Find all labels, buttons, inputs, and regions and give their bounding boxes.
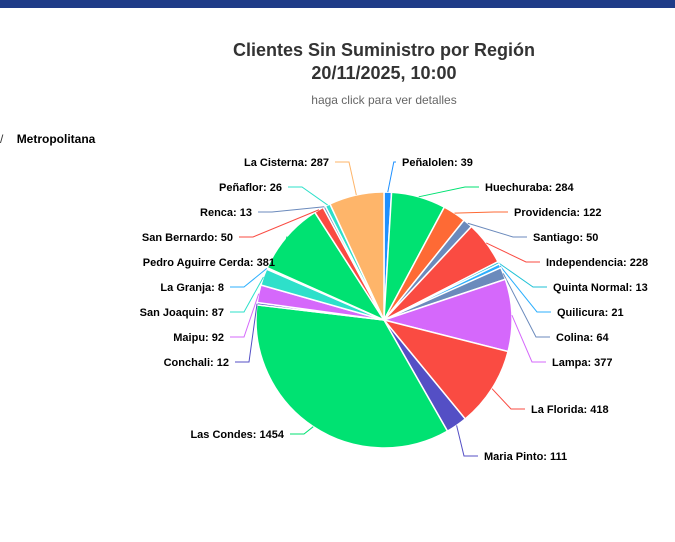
data-label-quinta-normal: Quinta Normal: 13 [553, 282, 648, 294]
top-navigation-bar [0, 0, 675, 8]
data-label-la-granja: La Granja: 8 [160, 282, 224, 294]
breadcrumb: / Metropolitana [0, 132, 95, 146]
chart-title: Clientes Sin Suministro por Región [232, 40, 536, 60]
data-label-lampa: Lampa: 377 [552, 357, 613, 369]
breadcrumb-separator: / [0, 132, 4, 146]
breadcrumb-current[interactable]: Metropolitana [16, 132, 96, 146]
data-label-la-florida: La Florida: 418 [531, 404, 609, 416]
pie-slice-la-florida[interactable] [381, 318, 509, 420]
data-label-la-cisterna: La Cisterna: 287 [244, 157, 329, 169]
connector-la-granja [230, 268, 268, 288]
connector-huechuraba [418, 186, 479, 198]
data-label-providencia: Providencia: 122 [514, 207, 601, 219]
data-label-pedro-aguirre-cerda: Pedro Aguirre Cerda: 381 [143, 257, 275, 269]
data-label-las-condes: Las Condes: 1454 [190, 429, 284, 441]
data-label-san-bernardo: San Bernardo: 50 [142, 232, 233, 244]
connector-penalolen [387, 161, 396, 193]
data-label-huechuraba: Huechuraba: 284 [485, 182, 575, 194]
data-label-penaflor: Peñaflor: 26 [219, 182, 282, 194]
data-label-colina: Colina: 64 [556, 332, 609, 344]
chart-subtitle: haga click para ver detalles [311, 93, 457, 107]
data-label-quilicura: Quilicura: 21 [557, 307, 624, 319]
data-label-penalolen: Peñalolen: 39 [402, 157, 473, 169]
connector-la-florida [491, 388, 525, 410]
connector-san-bernardo [239, 209, 320, 238]
connector-las-condes [290, 426, 314, 435]
connector-la-cisterna [335, 161, 357, 196]
connector-quinta-normal [498, 262, 547, 288]
connector-colina [502, 273, 550, 338]
connector-lampa [511, 314, 546, 363]
pie-slice-las-condes[interactable] [255, 303, 449, 449]
connector-santiago [467, 222, 527, 238]
data-label-maipu: Maipu: 92 [173, 332, 224, 344]
connector-quilicura [499, 265, 551, 313]
chart-date: 20/11/2025, 10:00 [311, 63, 457, 83]
connector-independencia [486, 242, 540, 263]
connector-providencia [454, 211, 508, 214]
connector-penaflor [288, 186, 328, 206]
connector-maria-pinto [456, 425, 478, 457]
data-label-conchali: Conchali: 12 [164, 357, 229, 369]
connector-san-joaquin [230, 276, 264, 313]
connector-conchali [235, 303, 258, 363]
data-label-santiago: Santiago: 50 [533, 232, 598, 244]
data-label-independencia: Independencia: 228 [546, 257, 648, 269]
pie-slice-la-cisterna[interactable] [328, 191, 385, 321]
connector-pedro-aguirre-cerda [280, 236, 288, 263]
connector-maipu [230, 293, 260, 338]
connector-renca [258, 206, 325, 213]
data-label-renca: Renca: 13 [200, 207, 252, 219]
data-label-maria-pinto: Maria Pinto: 111 [484, 451, 567, 463]
data-label-san-joaquin: San Joaquin: 87 [140, 307, 224, 319]
